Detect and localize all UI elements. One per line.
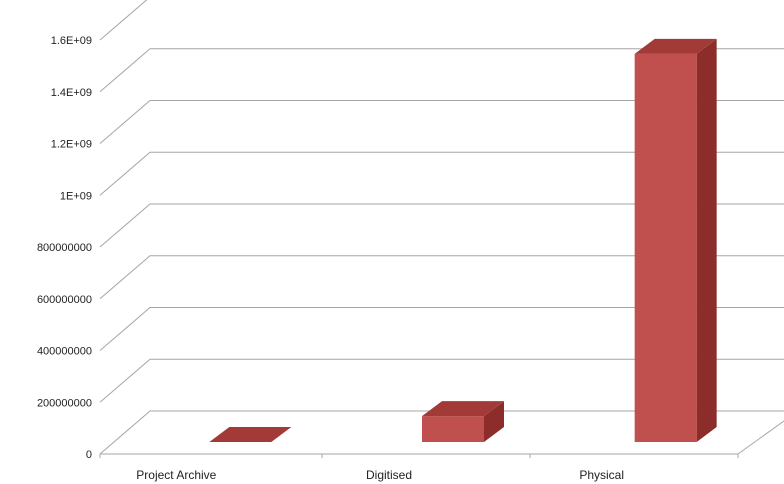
gridline [99, 307, 784, 351]
y-tick-label: 1.4E+09 [51, 87, 92, 99]
y-tick-label: 0 [86, 449, 92, 461]
bar [422, 401, 504, 442]
bar [634, 38, 717, 442]
gridline [99, 151, 784, 196]
gridline [99, 410, 784, 455]
y-tick-label: 600000000 [37, 294, 92, 306]
gridline [99, 0, 148, 41]
bars [209, 38, 717, 442]
x-axis-category-labels: Project Archive Digitised Physical [136, 468, 624, 482]
gridline [99, 255, 784, 300]
gridline [99, 48, 784, 93]
x-category-label: Digitised [366, 468, 412, 482]
y-tick-label: 1.2E+09 [51, 139, 92, 151]
floor-edge [737, 420, 784, 455]
x-category-label: Physical [579, 468, 624, 482]
gridline [99, 358, 784, 403]
y-axis-tick-labels: 0 200000000 400000000 600000000 800000000 1E+… [37, 35, 92, 461]
x-category-label: Project Archive [136, 468, 216, 482]
y-tick-label: 200000000 [37, 397, 92, 409]
gridline [99, 203, 784, 248]
gridlines [99, 0, 784, 458]
y-tick-label: 400000000 [37, 346, 92, 358]
y-tick-label: 1.6E+09 [51, 35, 92, 47]
y-tick-label: 1E+09 [60, 190, 92, 202]
gridline [99, 100, 784, 144]
bar [209, 427, 292, 442]
y-tick-label: 800000000 [37, 242, 92, 254]
